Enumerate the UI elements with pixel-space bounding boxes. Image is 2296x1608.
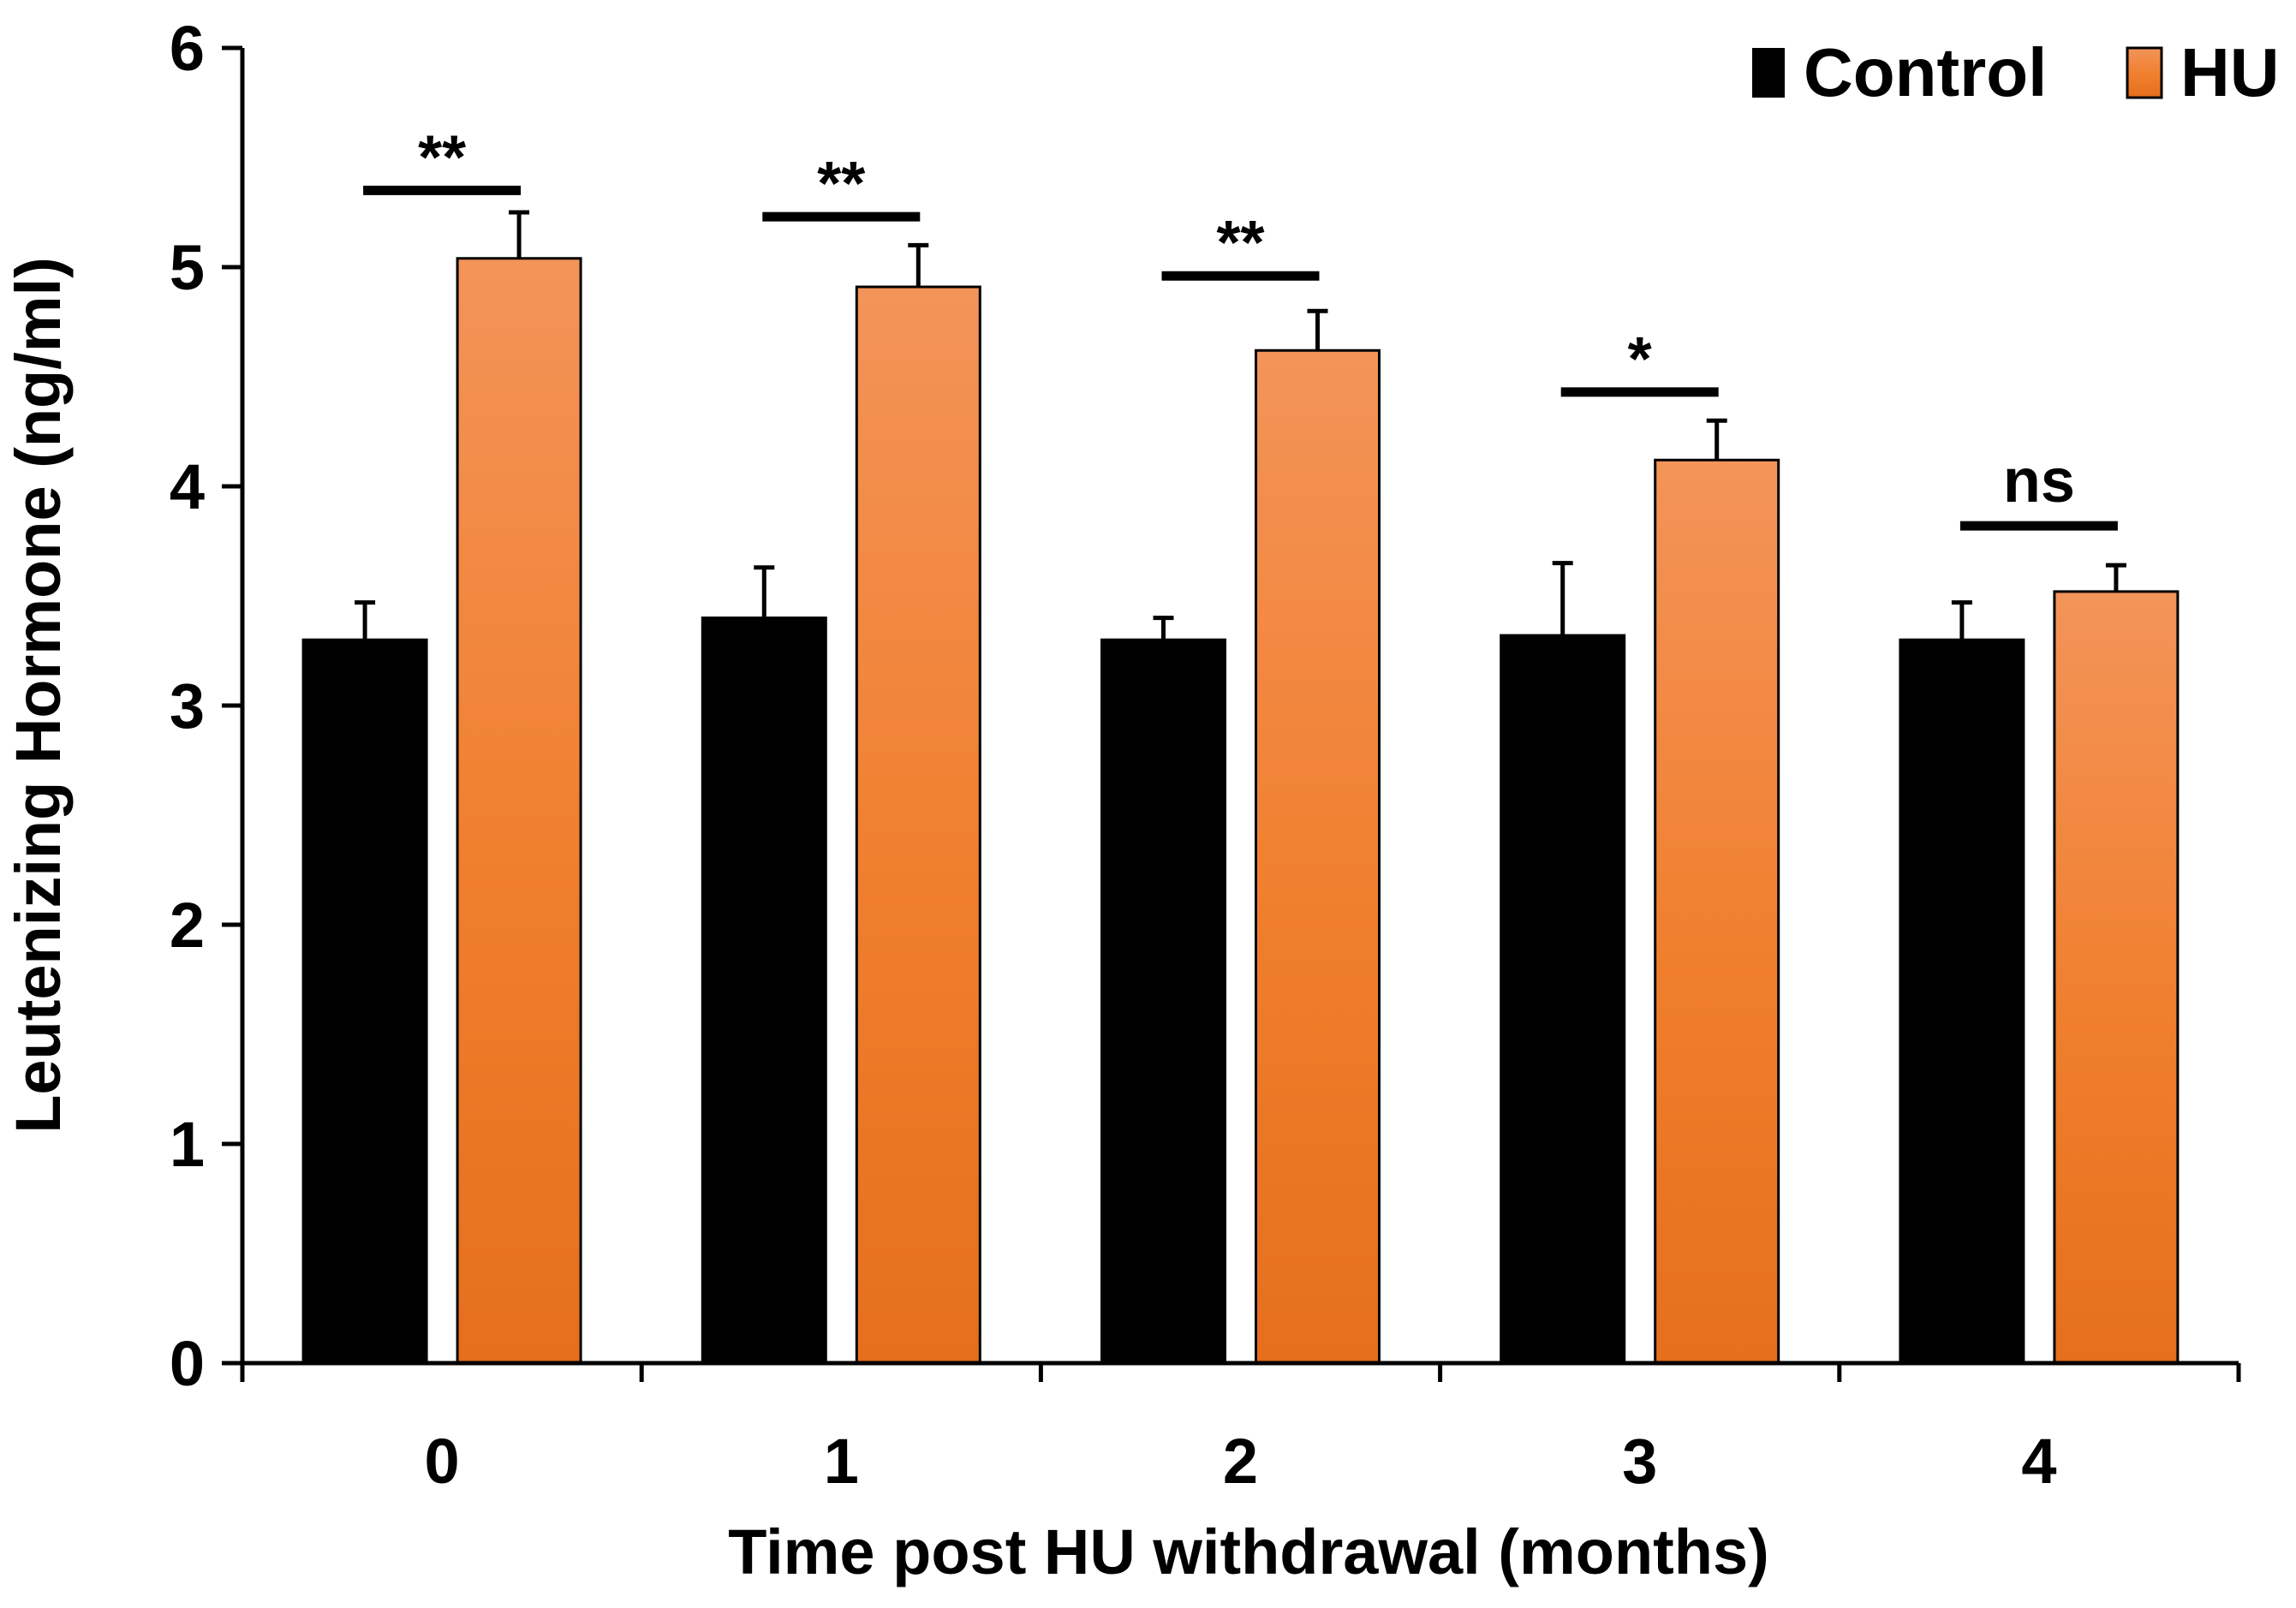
significance-label-1: ** [817, 150, 865, 218]
legend-swatch-control [1752, 48, 1785, 98]
bar-control-1 [701, 616, 827, 1365]
y-tick-label-5: 5 [170, 232, 205, 303]
bar-hu-0 [456, 257, 582, 1365]
significance-label-2: ** [1216, 209, 1264, 277]
bar-hu-2 [1255, 348, 1381, 1365]
legend: Control HU [1752, 34, 2280, 110]
x-tick-label-4: 4 [2021, 1426, 2056, 1497]
x-tick-label-1: 1 [824, 1426, 859, 1497]
x-tick-label-2: 2 [1223, 1426, 1258, 1497]
bar-hu-3 [1654, 458, 1780, 1365]
y-axis-title: Leutenizing Hormone (ng/ml) [3, 257, 74, 1134]
bar-control-3 [1500, 634, 1626, 1365]
x-ticks: 0 1 2 3 4 [240, 1363, 2241, 1497]
significance-label-0: ** [418, 123, 466, 192]
legend-label-hu: HU [2180, 34, 2280, 110]
significance-label-4: ns [2003, 447, 2075, 515]
error-bars-layer [355, 210, 2126, 640]
legend-swatch-hu [2126, 46, 2163, 99]
y-tick-label-3: 3 [170, 670, 205, 741]
significance-label-3: * [1628, 325, 1652, 394]
y-tick-label-2: 2 [170, 890, 205, 961]
y-tick-label-4: 4 [170, 451, 205, 522]
x-axis-title: Time post HU withdrawal (months) [728, 1516, 1769, 1587]
y-tick-label-0: 0 [170, 1328, 205, 1399]
legend-label-control: Control [1804, 34, 2047, 110]
bar-control-2 [1100, 638, 1226, 1365]
bars-layer [301, 257, 2180, 1365]
bar-control-0 [301, 638, 428, 1365]
x-tick-label-3: 3 [1622, 1426, 1657, 1497]
y-tick-label-6: 6 [170, 13, 205, 84]
y-ticks: 0 1 2 3 4 5 6 [170, 13, 242, 1399]
bar-control-4 [1899, 638, 2025, 1365]
significance-annotations: ** *****ns [363, 123, 2118, 531]
y-tick-label-1: 1 [170, 1109, 205, 1180]
bar-hu-1 [855, 285, 981, 1365]
x-tick-label-0: 0 [425, 1426, 460, 1497]
bar-hu-4 [2053, 590, 2180, 1365]
